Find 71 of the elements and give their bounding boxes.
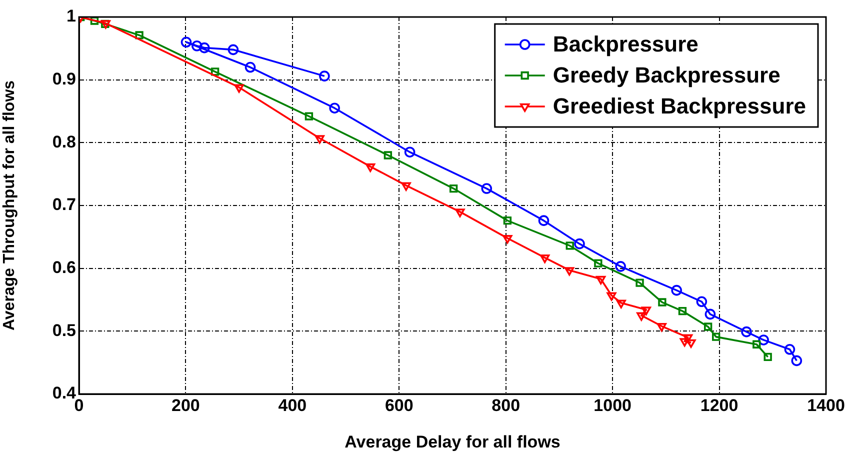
point (481, 183, 492, 194)
point (192, 40, 202, 52)
point (366, 163, 376, 172)
point (704, 308, 716, 320)
point (758, 334, 769, 346)
x-tick-label: 600 (384, 396, 414, 415)
point (606, 292, 616, 301)
x-tick-label: 1400 (807, 396, 845, 415)
x-tick-label: 1000 (594, 396, 632, 415)
point (538, 215, 550, 226)
point (404, 146, 416, 158)
legend-label: Backpressure (552, 32, 698, 57)
point (678, 306, 687, 316)
point (680, 338, 690, 347)
point (135, 31, 144, 40)
point (784, 344, 796, 355)
point (566, 242, 574, 250)
legend-label: Greedy Backpressure (552, 62, 780, 88)
point (594, 259, 602, 268)
y-tick-label: 0.6 (52, 258, 76, 278)
point (704, 322, 712, 331)
point (741, 326, 752, 338)
point (319, 70, 330, 82)
point (671, 284, 682, 296)
x-tick-label: 400 (278, 396, 307, 415)
point (90, 17, 99, 25)
y-tick-label: 1 (66, 6, 76, 26)
y-tick-label: 0.7 (52, 195, 76, 214)
point (228, 44, 239, 56)
x-tick-label: 800 (492, 396, 520, 415)
point (616, 300, 626, 308)
y-tick-label: 0.8 (52, 132, 76, 152)
point (455, 208, 465, 218)
x-axis-title: Average Delay for all flows (344, 432, 560, 452)
point (712, 332, 720, 341)
point (658, 298, 666, 306)
point (764, 352, 772, 362)
point (641, 306, 651, 316)
point (683, 334, 693, 343)
point (180, 36, 192, 48)
point (198, 42, 210, 54)
point (615, 261, 626, 272)
point (696, 296, 708, 308)
point (244, 62, 256, 73)
point (574, 238, 585, 250)
point (686, 339, 696, 348)
point (752, 340, 761, 348)
point (449, 184, 458, 193)
point (636, 312, 646, 321)
point (314, 135, 324, 144)
point (401, 182, 411, 191)
point (540, 254, 550, 264)
point (503, 216, 512, 225)
x-tick-label: 1200 (700, 396, 738, 415)
point (210, 68, 220, 76)
point (596, 276, 606, 284)
point (329, 102, 340, 114)
point (502, 235, 512, 244)
point (384, 151, 392, 160)
point (564, 267, 574, 276)
y-axis-title: Average Throughput for all flows (1, 80, 18, 331)
x-tick-label: 200 (172, 396, 200, 415)
point (636, 278, 644, 287)
point (234, 84, 244, 93)
point (656, 322, 666, 332)
legend-label: Greediest Backpressure (552, 94, 806, 119)
point (791, 355, 802, 366)
y-tick-label: 0.5 (52, 320, 76, 340)
x-tick-label: 0 (74, 396, 84, 415)
point (304, 112, 314, 120)
y-tick-label: 0.9 (52, 70, 76, 89)
